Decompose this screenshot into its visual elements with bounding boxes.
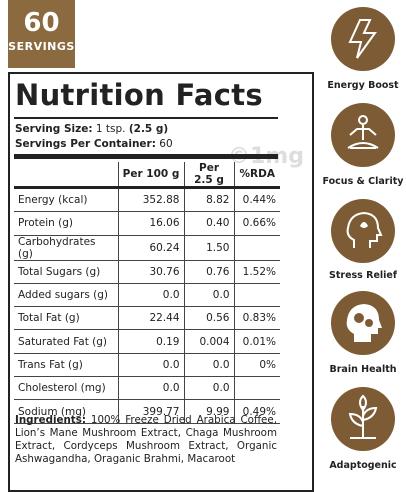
nutrition-panel: ©1mg Nutrition Facts Serving Size: 1 tsp… <box>8 72 314 492</box>
table-row: Added sugars (g) 0.0 0.0 <box>14 283 280 308</box>
adaptogenic-icon <box>331 387 395 451</box>
table-cell: Protein (g) <box>14 211 118 236</box>
servings-value: 60 <box>159 138 173 150</box>
table-row: Carbohydrates (g) 60.24 1.50 <box>14 235 280 261</box>
servings-label: Servings Per Container: <box>15 138 156 150</box>
table-cell: Energy (kcal) <box>14 187 118 213</box>
benefit-label: Focus & Clarity <box>322 176 404 187</box>
table-cell: 0.0 <box>117 353 184 378</box>
table-cell: Carbohydrates (g) <box>14 235 118 261</box>
table-cell: Saturated Fat (g) <box>14 329 118 354</box>
energy-icon <box>331 7 395 71</box>
table-cell: 60.24 <box>117 235 184 261</box>
nutrition-table: Per 100 g Per 2.5 g %RDA Energy (kcal) 352.… <box>14 162 280 424</box>
table-cell: 0.004 <box>183 329 234 354</box>
serving-size: Serving Size: 1 tsp. (2.5 g) <box>15 123 168 135</box>
table-cell: 1.50 <box>183 235 234 261</box>
table-cell: 0.0 <box>117 376 184 401</box>
table-cell: 0.01% <box>233 329 280 354</box>
rule <box>14 154 278 159</box>
page: 60 SERVINGS ©1mg Nutrition Facts Serving… <box>8 0 404 492</box>
table-cell: Cholesterol (mg) <box>14 376 118 401</box>
table-cell: 1.52% <box>233 260 280 284</box>
header-cell: %RDA <box>233 162 280 189</box>
ingredients-text: 100% Freeze Dried Arabica Coffee, Lion’s… <box>15 414 277 465</box>
benefit-label: Energy Boost <box>327 80 399 91</box>
serving-size-weight: (2.5 g) <box>128 123 169 135</box>
table-cell: Added sugars (g) <box>14 283 118 308</box>
table-row: Total Sugars (g) 30.76 0.76 1.52% <box>14 260 280 284</box>
table-cell: Total Sugars (g) <box>14 260 118 284</box>
table-row: Sodium (mg) 399.77 9.99 0.49% <box>14 399 280 424</box>
header-cell: Per 2.5 g <box>183 162 234 189</box>
table-cell <box>233 283 280 308</box>
table-cell: 0% <box>233 353 280 378</box>
benefit-label: Brain Health <box>329 364 397 375</box>
panel-title: Nutrition Facts <box>15 78 263 112</box>
ingredients-label: Ingredients: <box>15 414 86 426</box>
table-cell: 0.83% <box>233 306 280 331</box>
table-cell: 0.0 <box>117 283 184 308</box>
table-cell: 0.19 <box>117 329 184 354</box>
table-cell: 9.99 <box>183 399 234 424</box>
badge-label: SERVINGS <box>8 40 75 53</box>
table-cell: 22.44 <box>117 306 184 331</box>
table-row: Protein (g) 16.06 0.40 0.66% <box>14 211 280 236</box>
table-row: Energy (kcal) 352.88 8.82 0.44% <box>14 187 280 213</box>
table-row: Trans Fat (g) 0.0 0.0 0% <box>14 353 280 378</box>
table-row: Cholesterol (mg) 0.0 0.0 <box>14 376 280 401</box>
serving-size-amount: 1 tsp. <box>95 123 126 135</box>
benefit-label: Adaptogenic <box>329 460 397 471</box>
servings-per-container: Servings Per Container: 60 <box>15 138 173 150</box>
table-cell: 399.77 <box>117 399 184 424</box>
table-cell: Total Fat (g) <box>14 306 118 331</box>
table-cell: 16.06 <box>117 211 184 236</box>
header-row: Per 100 g Per 2.5 g %RDA <box>14 162 280 189</box>
table-cell: 30.76 <box>117 260 184 284</box>
table-cell: 0.0 <box>183 376 234 401</box>
table-cell <box>233 376 280 401</box>
table-cell: 0.76 <box>183 260 234 284</box>
table-cell <box>233 235 280 261</box>
table-cell: 0.0 <box>183 283 234 308</box>
serving-size-label: Serving Size: <box>15 123 93 135</box>
servings-badge: 60 SERVINGS <box>8 0 75 68</box>
table-cell: 0.40 <box>183 211 234 236</box>
ingredients: Ingredients: 100% Freeze Dried Arabica C… <box>15 414 277 466</box>
header-cell <box>14 162 118 189</box>
header-cell: Per 100 g <box>117 162 184 189</box>
table-cell: Sodium (mg) <box>14 399 118 424</box>
rule <box>14 117 278 119</box>
table-cell: 8.82 <box>183 187 234 213</box>
benefit-label: Stress Relief <box>329 270 397 281</box>
table-row: Total Fat (g) 22.44 0.56 0.83% <box>14 306 280 331</box>
table-cell: 0.66% <box>233 211 280 236</box>
table-cell: 0.56 <box>183 306 234 331</box>
badge-number: 60 <box>23 8 60 38</box>
focus-icon <box>331 103 395 167</box>
table-cell: Trans Fat (g) <box>14 353 118 378</box>
table-cell: 352.88 <box>117 187 184 213</box>
brain-icon <box>331 291 395 355</box>
table-cell: 0.49% <box>233 399 280 424</box>
table-cell: 0.0 <box>183 353 234 378</box>
stress-icon <box>331 199 395 263</box>
table-cell: 0.44% <box>233 187 280 213</box>
table-row: Saturated Fat (g) 0.19 0.004 0.01% <box>14 329 280 354</box>
